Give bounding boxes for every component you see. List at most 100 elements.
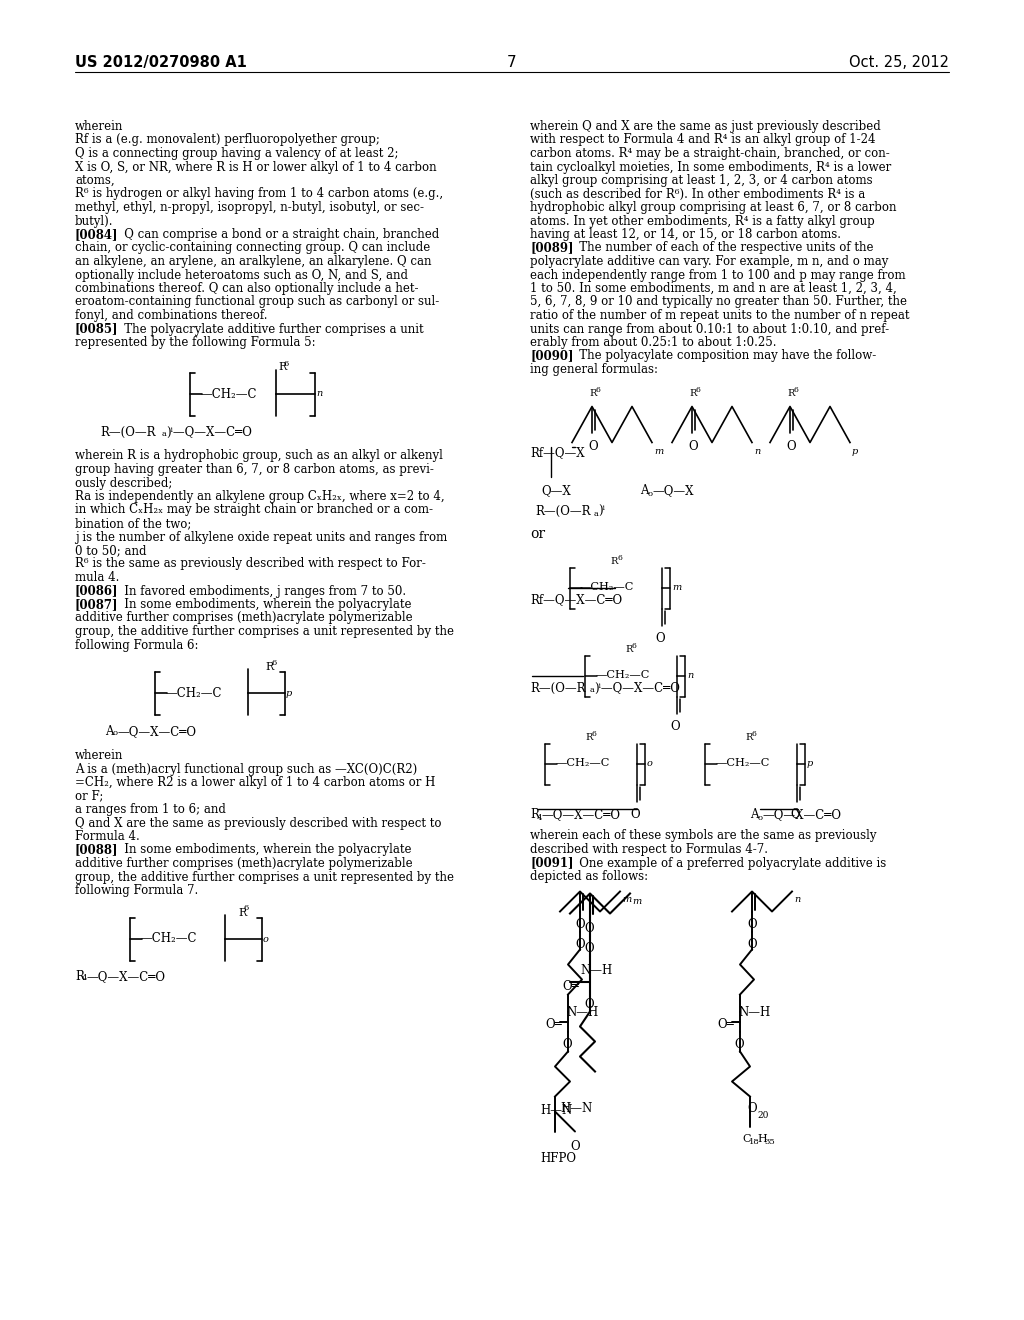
Text: O: O xyxy=(746,1101,757,1114)
Text: —CH₂—C: —CH₂—C xyxy=(165,686,221,700)
Text: butyl).: butyl). xyxy=(75,214,114,227)
Text: hydrophobic alkyl group comprising at least 6, 7, or 8 carbon: hydrophobic alkyl group comprising at le… xyxy=(530,201,896,214)
Text: 6: 6 xyxy=(752,730,757,738)
Text: wherein: wherein xyxy=(75,748,123,762)
Text: combinations thereof. Q can also optionally include a het-: combinations thereof. Q can also optiona… xyxy=(75,282,419,294)
Text: [0089]: [0089] xyxy=(530,242,573,255)
Text: m: m xyxy=(672,583,681,593)
Text: 6: 6 xyxy=(617,554,622,562)
Text: eroatom-containing functional group such as carbonyl or sul-: eroatom-containing functional group such… xyxy=(75,296,439,309)
Text: each independently range from 1 to 100 and p may range from: each independently range from 1 to 100 a… xyxy=(530,268,905,281)
Text: R—(O—R: R—(O—R xyxy=(530,681,586,694)
Text: Rf—Q—X: Rf—Q—X xyxy=(530,446,585,459)
Text: One example of a preferred polyacrylate additive is: One example of a preferred polyacrylate … xyxy=(568,857,886,870)
Text: 6: 6 xyxy=(592,730,597,738)
Text: n: n xyxy=(794,895,800,904)
Text: Q can comprise a bond or a straight chain, branched: Q can comprise a bond or a straight chai… xyxy=(113,228,439,242)
Text: 4: 4 xyxy=(82,974,87,982)
Text: o: o xyxy=(263,935,269,944)
Text: In some embodiments, wherein the polyacrylate: In some embodiments, wherein the polyacr… xyxy=(113,598,412,611)
Text: p: p xyxy=(807,759,813,768)
Text: 7: 7 xyxy=(507,55,517,70)
Text: 4: 4 xyxy=(537,813,543,821)
Text: Ra is independently an alkylene group CₓH₂ₓ, where x=2 to 4,: Ra is independently an alkylene group Cₓ… xyxy=(75,490,444,503)
Text: having at least 12, or 14, or 15, or 18 carbon atoms.: having at least 12, or 14, or 15, or 18 … xyxy=(530,228,841,242)
Text: an alkylene, an arylene, an aralkylene, an alkarylene. Q can: an alkylene, an arylene, an aralkylene, … xyxy=(75,255,431,268)
Text: O: O xyxy=(584,941,594,954)
Text: The polyacylate composition may have the follow-: The polyacylate composition may have the… xyxy=(568,350,877,363)
Text: following Formula 7.: following Formula 7. xyxy=(75,884,199,898)
Text: polyacrylate additive can vary. For example, m n, and o may: polyacrylate additive can vary. For exam… xyxy=(530,255,889,268)
Text: =CH₂, where R2 is a lower alkyl of 1 to 4 carbon atoms or H: =CH₂, where R2 is a lower alkyl of 1 to … xyxy=(75,776,435,789)
Text: O: O xyxy=(655,632,665,645)
Text: a ranges from 1 to 6; and: a ranges from 1 to 6; and xyxy=(75,803,226,816)
Text: —Q—X—C═O: —Q—X—C═O xyxy=(541,808,620,821)
Text: R: R xyxy=(530,808,539,821)
Text: Oct. 25, 2012: Oct. 25, 2012 xyxy=(849,55,949,70)
Text: R⁶ is the same as previously described with respect to For-: R⁶ is the same as previously described w… xyxy=(75,557,426,570)
Text: with respect to Formula 4 and R⁴ is an alkyl group of 1-24: with respect to Formula 4 and R⁴ is an a… xyxy=(530,133,876,147)
Text: O: O xyxy=(588,440,598,453)
Text: Q and X are the same as previously described with respect to: Q and X are the same as previously descr… xyxy=(75,817,441,829)
Text: Formula 4.: Formula 4. xyxy=(75,830,139,843)
Text: 18: 18 xyxy=(749,1138,760,1147)
Text: R: R xyxy=(745,734,753,742)
Text: N—H: N—H xyxy=(566,1006,598,1019)
Text: HFPO: HFPO xyxy=(540,1151,575,1164)
Text: O═: O═ xyxy=(562,979,579,993)
Text: described with respect to Formulas 4-7.: described with respect to Formulas 4-7. xyxy=(530,843,768,855)
Text: [0090]: [0090] xyxy=(530,350,573,363)
Text: —Q—X—C═O: —Q—X—C═O xyxy=(117,725,196,738)
Text: ously described;: ously described; xyxy=(75,477,172,490)
Text: or: or xyxy=(530,527,545,540)
Text: —Q—X: —Q—X xyxy=(652,484,693,498)
Text: The polyacrylate additive further comprises a unit: The polyacrylate additive further compri… xyxy=(113,322,424,335)
Text: additive further comprises (meth)acrylate polymerizable: additive further comprises (meth)acrylat… xyxy=(75,857,413,870)
Text: wherein: wherein xyxy=(75,120,123,133)
Text: —CH₂—C: —CH₂—C xyxy=(580,582,635,591)
Text: R⁶ is hydrogen or alkyl having from 1 to 4 carbon atoms (e.g.,: R⁶ is hydrogen or alkyl having from 1 to… xyxy=(75,187,443,201)
Text: O: O xyxy=(575,937,585,950)
Text: )ⁱ—Q—X—C═O: )ⁱ—Q—X—C═O xyxy=(594,681,680,694)
Text: group, the additive further comprises a unit represented by the: group, the additive further comprises a … xyxy=(75,870,454,883)
Text: [0091]: [0091] xyxy=(530,857,573,870)
Text: ing general formulas:: ing general formulas: xyxy=(530,363,658,376)
Text: R: R xyxy=(265,663,273,672)
Text: 6: 6 xyxy=(632,643,637,651)
Text: depicted as follows:: depicted as follows: xyxy=(530,870,648,883)
Text: O: O xyxy=(746,917,757,931)
Text: additive further comprises (meth)acrylate polymerizable: additive further comprises (meth)acrylat… xyxy=(75,611,413,624)
Text: N—H: N—H xyxy=(580,964,612,977)
Text: O: O xyxy=(790,808,800,821)
Text: )ⁱ—Q—X—C═O: )ⁱ—Q—X—C═O xyxy=(166,425,252,438)
Text: atoms. In yet other embodiments, R⁴ is a fatty alkyl group: atoms. In yet other embodiments, R⁴ is a… xyxy=(530,214,874,227)
Text: wherein Q and X are the same as just previously described: wherein Q and X are the same as just pre… xyxy=(530,120,881,133)
Text: —CH₂—C: —CH₂—C xyxy=(555,758,609,767)
Text: m: m xyxy=(654,446,664,455)
Text: a: a xyxy=(594,510,599,517)
Text: a: a xyxy=(162,429,167,437)
Text: represented by the following Formula 5:: represented by the following Formula 5: xyxy=(75,337,315,348)
Text: X is O, S, or NR, where R is H or lower alkyl of 1 to 4 carbon: X is O, S, or NR, where R is H or lower … xyxy=(75,161,436,173)
Text: group having greater than 6, 7, or 8 carbon atoms, as previ-: group having greater than 6, 7, or 8 car… xyxy=(75,463,434,477)
Text: H—N: H—N xyxy=(560,1101,592,1114)
Text: 6: 6 xyxy=(271,659,276,667)
Text: chain, or cyclic-containing connecting group. Q can include: chain, or cyclic-containing connecting g… xyxy=(75,242,430,255)
Text: R: R xyxy=(75,970,84,983)
Text: —CH₂—C: —CH₂—C xyxy=(715,758,769,767)
Text: optionally include heteroatoms such as O, N, and S, and: optionally include heteroatoms such as O… xyxy=(75,268,408,281)
Text: O: O xyxy=(584,998,594,1011)
Text: In favored embodiments, j ranges from 7 to 50.: In favored embodiments, j ranges from 7 … xyxy=(113,585,407,598)
Text: R: R xyxy=(610,557,617,566)
Text: methyl, ethyl, n-propyl, isopropyl, n-butyl, isobutyl, or sec-: methyl, ethyl, n-propyl, isopropyl, n-bu… xyxy=(75,201,424,214)
Text: o: o xyxy=(113,729,118,737)
Text: ratio of the number of m repeat units to the number of n repeat: ratio of the number of m repeat units to… xyxy=(530,309,909,322)
Text: Q—X: Q—X xyxy=(541,484,570,498)
Text: O: O xyxy=(575,917,585,931)
Text: 5, 6, 7, 8, 9 or 10 and typically no greater than 50. Further, the: 5, 6, 7, 8, 9 or 10 and typically no gre… xyxy=(530,296,907,309)
Text: O═: O═ xyxy=(545,1019,562,1031)
Text: O: O xyxy=(670,721,680,734)
Text: n: n xyxy=(687,672,693,681)
Text: R: R xyxy=(689,388,696,397)
Text: O: O xyxy=(786,440,796,453)
